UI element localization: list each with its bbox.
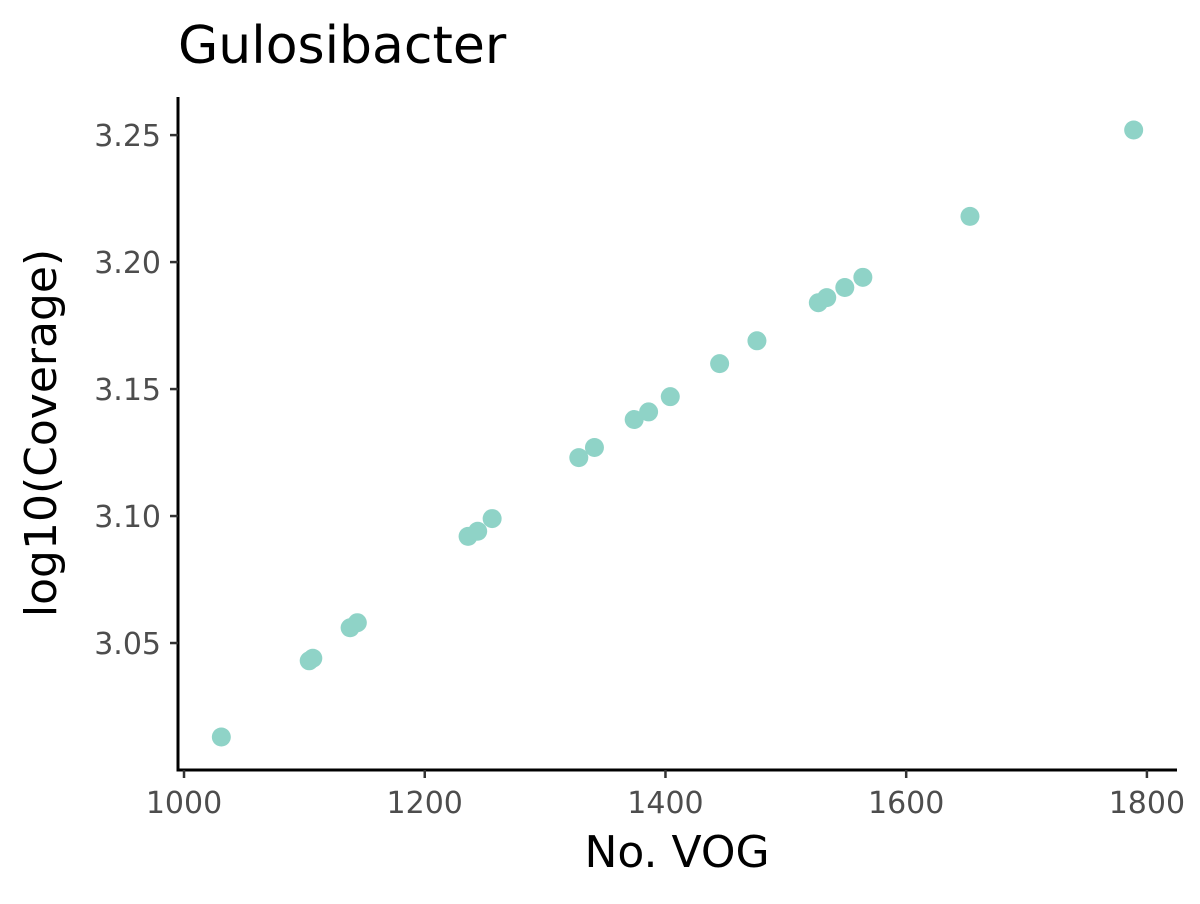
scatter-point [584, 437, 604, 457]
x-tick-label: 1400 [627, 786, 703, 821]
chart-title: Gulosibacter [178, 16, 507, 76]
scatter-point [569, 448, 589, 468]
x-tick-label: 1600 [868, 786, 944, 821]
y-tick-label: 3.05 [94, 627, 161, 662]
scatter-point [1124, 120, 1144, 140]
scatter-point [482, 509, 502, 529]
scatter-point [211, 727, 231, 747]
y-ticks: 3.05 3.10 3.15 3.20 3.25 [94, 119, 178, 662]
x-tick-label: 1200 [387, 786, 463, 821]
y-tick-label: 3.25 [94, 119, 161, 154]
y-axis-title: log10(Coverage) [16, 249, 67, 617]
scatter-point [660, 387, 680, 407]
y-tick-label: 3.20 [94, 246, 161, 281]
y-tick-label: 3.15 [94, 373, 161, 408]
scatter-point [303, 648, 323, 668]
y-tick-label: 3.10 [94, 500, 161, 535]
scatter-point [710, 354, 730, 374]
scatter-point [817, 288, 837, 308]
x-tick-label: 1000 [146, 786, 222, 821]
x-ticks: 1000 1200 1400 1600 1800 [146, 770, 1185, 821]
scatter-point [347, 613, 367, 633]
scatter-point [853, 267, 873, 287]
scatter-point [639, 402, 659, 422]
scatter-point [835, 277, 855, 297]
scatter-point [624, 410, 644, 430]
scatter-point [468, 521, 488, 541]
axes-layer [176, 97, 1177, 772]
x-tick-label: 1800 [1109, 786, 1185, 821]
scatter-point [747, 331, 767, 351]
x-axis-title: No. VOG [584, 827, 769, 878]
points-layer [211, 120, 1144, 747]
scatter-point [960, 206, 980, 226]
